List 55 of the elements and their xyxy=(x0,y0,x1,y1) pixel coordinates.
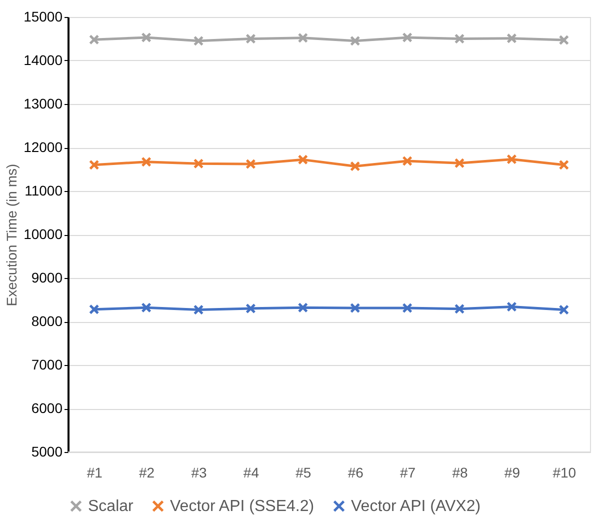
y-axis-title: Execution Time (in ms) xyxy=(4,164,20,306)
point xyxy=(141,156,152,167)
point xyxy=(298,154,308,165)
point xyxy=(141,302,152,313)
point xyxy=(402,156,412,166)
x-tick-label: #4 xyxy=(243,464,260,480)
legend-label: Vector API (AVX2) xyxy=(351,498,481,516)
point xyxy=(193,304,204,315)
x-tick-label: #10 xyxy=(552,464,576,480)
point xyxy=(350,36,360,46)
point xyxy=(298,32,308,44)
point xyxy=(506,33,517,44)
y-tick-label: 6000 xyxy=(31,400,63,416)
point xyxy=(88,160,100,170)
point xyxy=(454,304,465,314)
x-tick-label: #5 xyxy=(296,464,312,480)
point xyxy=(350,302,360,314)
point xyxy=(402,32,412,43)
y-tick-label: 12000 xyxy=(24,139,63,155)
point xyxy=(193,158,204,169)
y-tick-label: 7000 xyxy=(31,356,63,372)
point xyxy=(246,303,256,314)
legend-label: Scalar xyxy=(88,498,134,516)
point xyxy=(246,34,256,44)
point xyxy=(298,302,308,313)
point xyxy=(558,34,570,46)
y-tick-label: 11000 xyxy=(24,182,63,198)
point xyxy=(88,34,100,45)
y-tick-label: 5000 xyxy=(31,444,63,460)
y-tick-label: 14000 xyxy=(24,52,63,68)
point xyxy=(402,302,412,314)
x-tick-label: #2 xyxy=(139,464,155,480)
point xyxy=(141,32,152,43)
x-tick-label: #6 xyxy=(348,464,364,480)
y-tick-label: 10000 xyxy=(24,226,63,242)
point xyxy=(506,154,517,164)
point xyxy=(350,161,360,172)
point xyxy=(506,302,517,312)
y-tick-label: 13000 xyxy=(24,96,63,112)
y-tick-label: 15000 xyxy=(24,8,63,24)
point xyxy=(193,36,204,46)
point xyxy=(558,160,570,170)
x-tick-label: #3 xyxy=(191,464,207,480)
point xyxy=(246,158,256,170)
point xyxy=(88,304,100,314)
point xyxy=(454,34,465,44)
point xyxy=(454,158,465,168)
y-tick-label: 8000 xyxy=(31,313,63,329)
point xyxy=(558,304,570,315)
x-tick-label: #7 xyxy=(400,464,416,480)
x-tick-label: #9 xyxy=(504,464,520,480)
y-tick-label: 9000 xyxy=(31,270,63,286)
x-tick-label: #1 xyxy=(86,464,103,480)
x-tick-label: #8 xyxy=(452,464,468,480)
legend-label: Vector API (SSE4.2) xyxy=(170,498,314,516)
